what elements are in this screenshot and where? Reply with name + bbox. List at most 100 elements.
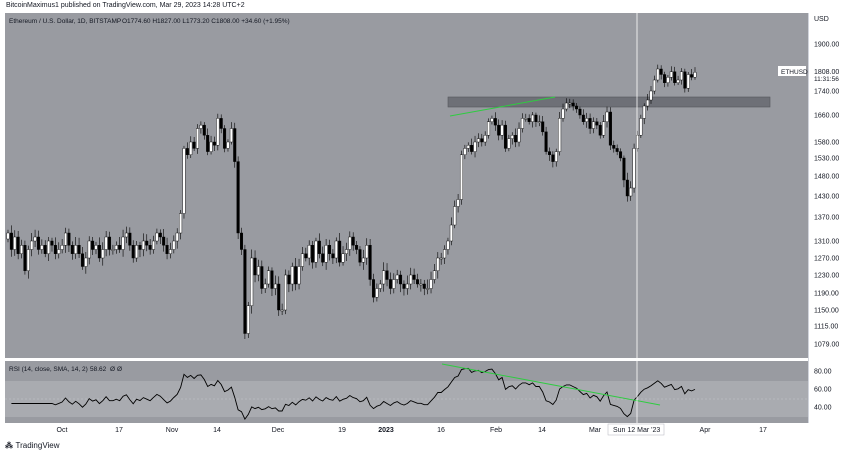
candle-up xyxy=(419,283,423,286)
candle-down xyxy=(240,232,244,250)
footer-brand[interactable]: ⁂ TradingView xyxy=(5,441,60,450)
last-price-box xyxy=(809,66,850,83)
candle-down xyxy=(402,283,406,289)
candle-up xyxy=(605,111,609,122)
rsi-extra-2: Ø xyxy=(117,366,122,373)
candle-up xyxy=(33,236,37,242)
time-tick-label: Mar xyxy=(589,427,602,434)
candle-down xyxy=(270,270,274,289)
rsi-axis[interactable]: 80.00 60.00 40.00 xyxy=(814,369,832,412)
candle-down xyxy=(287,274,291,285)
candle-down xyxy=(385,270,389,280)
candle-up xyxy=(307,245,311,259)
symbol-label: ETHUSD xyxy=(781,69,808,76)
symbol-legend[interactable]: Ethereum / U.S. Dollar, 1D, BITSTAMP xyxy=(9,18,121,25)
candle-down xyxy=(328,245,332,254)
time-tick-label: 14 xyxy=(538,427,546,434)
candle-up xyxy=(280,309,284,312)
rsi-value: 58.62 xyxy=(90,366,107,373)
candle-up xyxy=(199,124,203,129)
candle-up xyxy=(656,68,660,81)
candle-up xyxy=(246,305,250,334)
candle-up xyxy=(60,245,64,250)
crosshair-date-box xyxy=(607,423,665,436)
rsi-tick-label: 80.00 xyxy=(814,369,832,376)
candle-up xyxy=(74,245,78,254)
candle-up xyxy=(256,266,260,276)
candle-down xyxy=(206,135,210,152)
rsi-extra-1: Ø xyxy=(110,366,115,373)
candle-down xyxy=(608,111,612,146)
candle-up xyxy=(189,141,193,156)
candle-down xyxy=(311,245,315,263)
candle-up xyxy=(196,128,200,149)
time-tick-label: 17 xyxy=(115,427,123,434)
candle-down xyxy=(97,245,101,259)
candle-down xyxy=(615,148,619,152)
candle-up xyxy=(629,187,633,197)
candle-up xyxy=(585,118,589,122)
price-tick-label: 1430.00 xyxy=(814,194,839,201)
candle-down xyxy=(185,148,189,155)
candle-up xyxy=(652,79,656,92)
candle-up xyxy=(500,124,504,136)
rsi-tick-label: 40.00 xyxy=(814,405,832,412)
candle-up xyxy=(686,74,690,89)
candle-down xyxy=(158,232,162,238)
candle-up xyxy=(510,135,514,139)
candle-down xyxy=(368,245,372,280)
price-axis[interactable]: 1900.001820.001740.001660.001580.001530.… xyxy=(814,42,839,349)
candle-up xyxy=(365,245,369,259)
candle-down xyxy=(578,108,582,116)
candle-up xyxy=(135,245,139,259)
candle-down xyxy=(690,74,694,78)
candle-up xyxy=(483,135,487,143)
candle-up xyxy=(334,240,338,259)
candle-up xyxy=(64,232,68,246)
candle-down xyxy=(294,266,298,285)
candle-down xyxy=(544,131,548,152)
candle-up xyxy=(635,135,639,149)
candle-down xyxy=(673,71,677,83)
ohlc-legend: O1774.60 H1827.00 L1773.20 C1808.00 +34.… xyxy=(122,18,290,25)
time-tick-label: 16 xyxy=(437,427,445,434)
candle-down xyxy=(77,245,81,254)
candle-up xyxy=(531,114,535,122)
candle-up xyxy=(632,148,636,189)
candle-down xyxy=(371,279,375,298)
candle-up xyxy=(449,224,453,242)
candle-down xyxy=(399,274,403,285)
candle-down xyxy=(202,124,206,136)
candle-down xyxy=(219,118,223,129)
candle-up xyxy=(229,128,233,143)
candle-down xyxy=(575,105,579,110)
candle-down xyxy=(338,240,342,263)
price-tick-label: 1079.00 xyxy=(814,342,839,349)
candle-down xyxy=(148,245,152,250)
price-tick-label: 1190.00 xyxy=(814,291,839,298)
candle-down xyxy=(612,144,616,149)
candle-up xyxy=(642,105,646,119)
candle-up xyxy=(87,240,91,259)
candle-down xyxy=(165,245,169,254)
candle-up xyxy=(297,266,301,285)
candle-down xyxy=(663,74,667,83)
candle-down xyxy=(145,240,149,246)
candle-up xyxy=(602,121,606,136)
candle-down xyxy=(277,283,281,311)
candle-down xyxy=(108,236,112,250)
candle-up xyxy=(432,270,436,280)
candle-up xyxy=(20,245,24,254)
candle-down xyxy=(412,274,416,280)
candle-down xyxy=(260,266,264,289)
last-price-label: 1808.00 xyxy=(814,69,839,76)
candle-up xyxy=(649,90,653,101)
candle-up xyxy=(152,240,156,250)
main-panel[interactable] xyxy=(5,13,808,358)
candle-up xyxy=(175,232,179,242)
candle-down xyxy=(67,232,71,246)
candle-up xyxy=(554,151,558,162)
candle-down xyxy=(236,161,240,234)
rsi-legend[interactable]: RSI (14, close, SMA, 14, 2) xyxy=(9,366,88,373)
